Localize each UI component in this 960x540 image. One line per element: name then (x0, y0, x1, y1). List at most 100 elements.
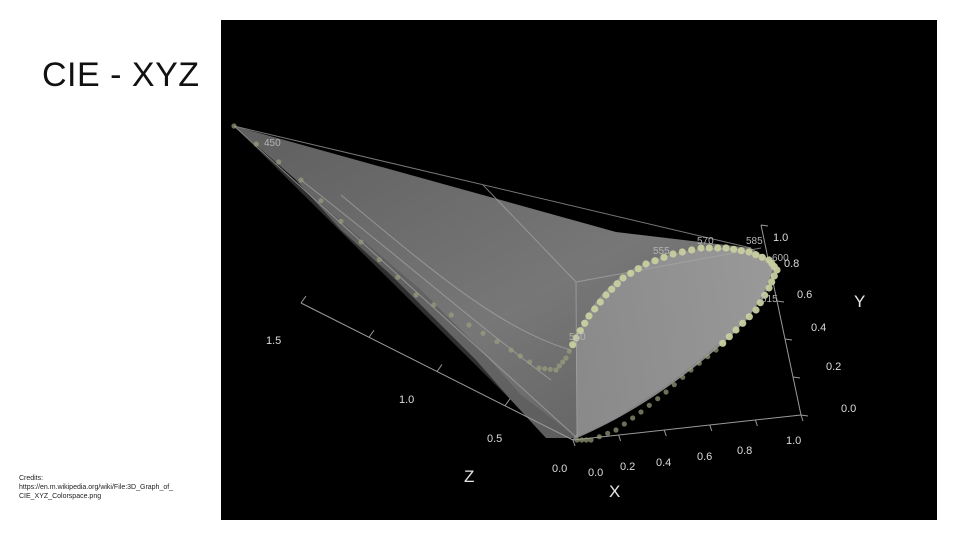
y-tick-4: 0.8 (784, 258, 799, 270)
y-tick-3: 0.6 (797, 289, 812, 301)
locus-point (752, 251, 760, 259)
locus-point (608, 285, 616, 293)
locus-point (431, 302, 437, 308)
locus-point (613, 427, 619, 433)
locus-point (466, 322, 472, 328)
locus-point (642, 260, 650, 268)
locus-point (752, 306, 760, 314)
locus-point (494, 339, 500, 345)
locus-point (768, 278, 776, 286)
wavelength-label-450: 450 (264, 138, 281, 149)
locus-point (634, 265, 642, 273)
z-tick-2: 1.0 (399, 394, 414, 406)
locus-point (722, 244, 730, 252)
locus-point (688, 246, 696, 254)
wavelength-label-570: 570 (697, 236, 714, 247)
axis-tick (784, 338, 793, 341)
plot-canvas: 450 585 570 555 600 615 510 0.0 0.2 0.4 … (231, 123, 865, 501)
locus-point (745, 248, 753, 256)
locus-point (765, 284, 773, 292)
y-axis-title: Y (854, 292, 865, 311)
locus-point (671, 382, 677, 388)
locus-point (773, 266, 781, 274)
wavelength-label-510: 510 (569, 332, 586, 343)
locus-point (621, 421, 627, 427)
wavelength-labels: 450 585 570 555 600 615 510 (264, 138, 789, 343)
locus-point (651, 257, 659, 265)
locus-point (627, 269, 635, 277)
locus-point (646, 402, 652, 408)
locus-point (480, 330, 486, 336)
locus-point (669, 250, 677, 258)
locus-point (705, 354, 711, 360)
locus-point (655, 396, 661, 402)
x-tick-2: 0.4 (656, 457, 671, 469)
locus-point (697, 244, 705, 252)
z-tick-1: 0.5 (487, 433, 502, 445)
locus-point (602, 291, 610, 299)
locus-point (663, 389, 669, 395)
y-tick-1: 0.2 (826, 361, 841, 373)
slide-title: CIE - XYZ (42, 56, 200, 94)
locus-point (588, 437, 594, 443)
locus-point (553, 367, 559, 373)
axis-titles: X Y Z (464, 292, 865, 501)
locus-point (756, 299, 764, 307)
locus-point (563, 355, 569, 361)
x-axis-title: X (609, 482, 620, 501)
locus-point (318, 198, 324, 204)
locus-point (596, 298, 604, 306)
locus-point (547, 366, 553, 372)
locus-point (660, 253, 668, 261)
wavelength-label-600: 600 (772, 253, 789, 264)
gamut-front-lobe (576, 248, 774, 438)
locus-point (536, 365, 542, 371)
locus-point (448, 312, 454, 318)
locus-point (630, 415, 636, 421)
locus-point (713, 347, 719, 353)
locus-point (527, 359, 533, 365)
axis-tick (368, 329, 375, 338)
locus-point (276, 159, 282, 165)
locus-point (761, 291, 769, 299)
locus-point (585, 312, 593, 320)
z-axis-title: Z (464, 467, 474, 486)
x-tick-3: 0.6 (697, 451, 712, 463)
axis-tick (792, 376, 801, 379)
x-tick-0: 0.0 (588, 467, 603, 479)
locus-point (591, 305, 599, 313)
locus-point (376, 257, 382, 263)
credits-label: Credits: (19, 475, 44, 482)
locus-point (730, 245, 738, 253)
locus-point (638, 409, 644, 415)
locus-point (566, 348, 572, 354)
axis-tick (800, 414, 804, 422)
locus-point (560, 359, 566, 365)
spectral-locus-points (231, 123, 781, 443)
wavelength-label-555: 555 (653, 246, 670, 257)
locus-point (517, 353, 523, 359)
locus-point (576, 327, 584, 335)
z-tick-0: 0.0 (552, 463, 567, 475)
locus-point (556, 363, 562, 369)
axis-tick (618, 434, 622, 442)
locus-point (619, 274, 627, 282)
locus-point (714, 244, 722, 252)
locus-point (737, 247, 745, 255)
locus-point (395, 274, 401, 280)
locus-point (758, 253, 766, 261)
credits-url-line-1: https://en.m.wikipedia.org/wiki/File:3D_… (19, 484, 174, 491)
locus-point (745, 313, 753, 321)
locus-point (678, 248, 686, 256)
locus-point (680, 374, 686, 380)
locus-point (739, 319, 747, 327)
locus-point (542, 366, 548, 372)
axis-tick (572, 439, 576, 447)
locus-point (413, 292, 419, 298)
locus-point (253, 141, 259, 147)
y-tick-0: 0.0 (841, 403, 856, 415)
wavelength-label-585: 585 (746, 236, 763, 247)
locus-point (583, 437, 589, 443)
x-tick-4: 0.8 (737, 445, 752, 457)
axis-tick (800, 414, 809, 417)
